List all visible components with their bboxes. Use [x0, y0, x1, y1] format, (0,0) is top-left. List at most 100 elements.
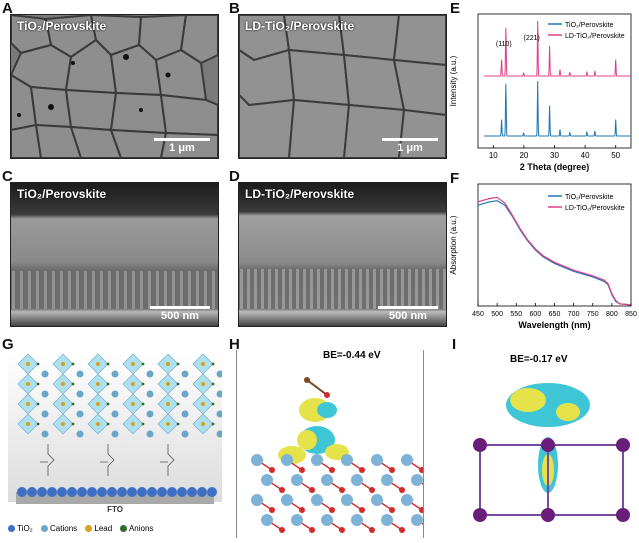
ti-atom [371, 454, 383, 466]
anion-atom [141, 402, 145, 406]
x-tick-label-0: 10 [489, 151, 498, 160]
lead-atom [201, 402, 205, 406]
scale-bar-d: 500 nm [378, 306, 438, 322]
lead-atom [26, 422, 30, 426]
lead-atom [131, 382, 135, 386]
panel-label-f: F [450, 170, 460, 187]
anion-atom [36, 422, 40, 426]
x-tick-label-2: 550 [510, 311, 522, 318]
cation-atom [216, 370, 224, 378]
lead-atom [131, 362, 135, 366]
series-line-0 [484, 80, 631, 137]
legend-label-1: LD-TiO₂/Perovskite [565, 33, 625, 40]
anion-atom [176, 422, 180, 426]
ti-atom [261, 474, 273, 486]
o-atom [399, 527, 405, 533]
lead-atom [131, 402, 135, 406]
anion-atom [36, 382, 40, 386]
dft-image-i: BE=-0.17 eV [458, 350, 636, 538]
series-line-1 [477, 196, 632, 306]
cation-atom [146, 390, 154, 398]
anion-atom [106, 402, 110, 406]
x-tick-label-1: 20 [519, 151, 528, 160]
tio2-sphere [17, 487, 27, 497]
lead-atom [201, 382, 205, 386]
peak-annotation-0: (110) [496, 41, 512, 48]
x-axis-label: Wavelength (nm) [518, 320, 590, 330]
series-line-0 [477, 200, 632, 306]
cross-section-texture-c [11, 183, 218, 326]
lead-atom [166, 422, 170, 426]
cation-atom [76, 430, 84, 438]
tio2-sphere [77, 487, 87, 497]
cation-atom [111, 370, 119, 378]
x-tick-label-7: 800 [606, 311, 618, 318]
ti-atom [321, 474, 333, 486]
ti-atom [401, 494, 413, 506]
cation-atom [181, 370, 189, 378]
lead-atom [131, 422, 135, 426]
x-tick-label-3: 40 [581, 151, 590, 160]
o-atom [389, 507, 395, 513]
anion-atom [141, 422, 145, 426]
anion-atom [36, 402, 40, 406]
cation-atom [41, 430, 49, 438]
ti-atom [281, 454, 293, 466]
sem-title-c: TiO₂/Perovskite [17, 187, 107, 201]
sem-image-b: LD-TiO₂/Perovskite 1 μm [238, 14, 447, 159]
ti-atom [341, 454, 353, 466]
ti-atom [411, 514, 423, 526]
anion-atom [106, 362, 110, 366]
tio2-slab-h [251, 454, 435, 533]
lead-atom [61, 422, 65, 426]
lead-atom [96, 382, 100, 386]
x-tick-label-1: 500 [491, 311, 503, 318]
lead-atom [96, 402, 100, 406]
ti-atom [381, 514, 393, 526]
ti-atom [351, 514, 363, 526]
tio2-sphere [67, 487, 77, 497]
tio2-sphere [127, 487, 137, 497]
binding-energy-h: BE=-0.44 eV [323, 350, 381, 361]
x-tick-label-6: 750 [587, 311, 599, 318]
ti-atom [281, 494, 293, 506]
ti-atom [311, 454, 323, 466]
schematic-legend: TiO₂ Cations Lead Anions [8, 524, 222, 533]
tio2-sphere [157, 487, 167, 497]
anion-atom [176, 362, 180, 366]
lead-atom [201, 422, 205, 426]
cation-atom [111, 430, 119, 438]
panel-label-h: H [229, 336, 240, 353]
anion-atom [71, 382, 75, 386]
ti-atom [351, 474, 363, 486]
panel-label-b: B [229, 0, 240, 17]
o-atom [399, 487, 405, 493]
cation-atom [181, 430, 189, 438]
x-axis-label: 2 Theta (degree) [520, 162, 590, 172]
panel-label-c: C [2, 168, 13, 185]
lead-atom [61, 362, 65, 366]
ti-atom [291, 474, 303, 486]
anion-atom [36, 362, 40, 366]
anion-atom [141, 362, 145, 366]
tio2-sphere [107, 487, 117, 497]
o-atom [299, 507, 305, 513]
tio2-spheres [17, 487, 217, 497]
o-atom [369, 527, 375, 533]
panel-label-i: I [452, 336, 457, 353]
cross-section-texture-d [239, 183, 446, 326]
scale-bar-b: 1 μm [382, 138, 438, 154]
y-axis-label: Intensity (a.u.) [449, 55, 458, 106]
tio2-sphere [57, 487, 67, 497]
tio2-sphere [137, 487, 147, 497]
x-tick-label-2: 30 [550, 151, 559, 160]
tio2-sphere [147, 487, 157, 497]
peak-annotation-1: (221) [523, 35, 539, 42]
cation-atom [111, 410, 119, 418]
cation-atom [216, 390, 224, 398]
x-tick-label-3: 600 [530, 311, 542, 318]
legend-item-anions: Anions [120, 524, 153, 533]
x-tick-label-0: 450 [472, 311, 484, 318]
sem-title-a: TiO₂/Perovskite [17, 19, 107, 33]
charge-density-h [251, 377, 435, 533]
